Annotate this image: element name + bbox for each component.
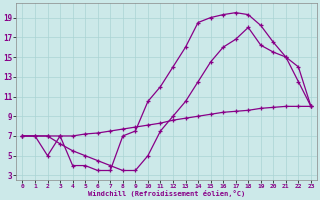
X-axis label: Windchill (Refroidissement éolien,°C): Windchill (Refroidissement éolien,°C) <box>88 190 245 197</box>
